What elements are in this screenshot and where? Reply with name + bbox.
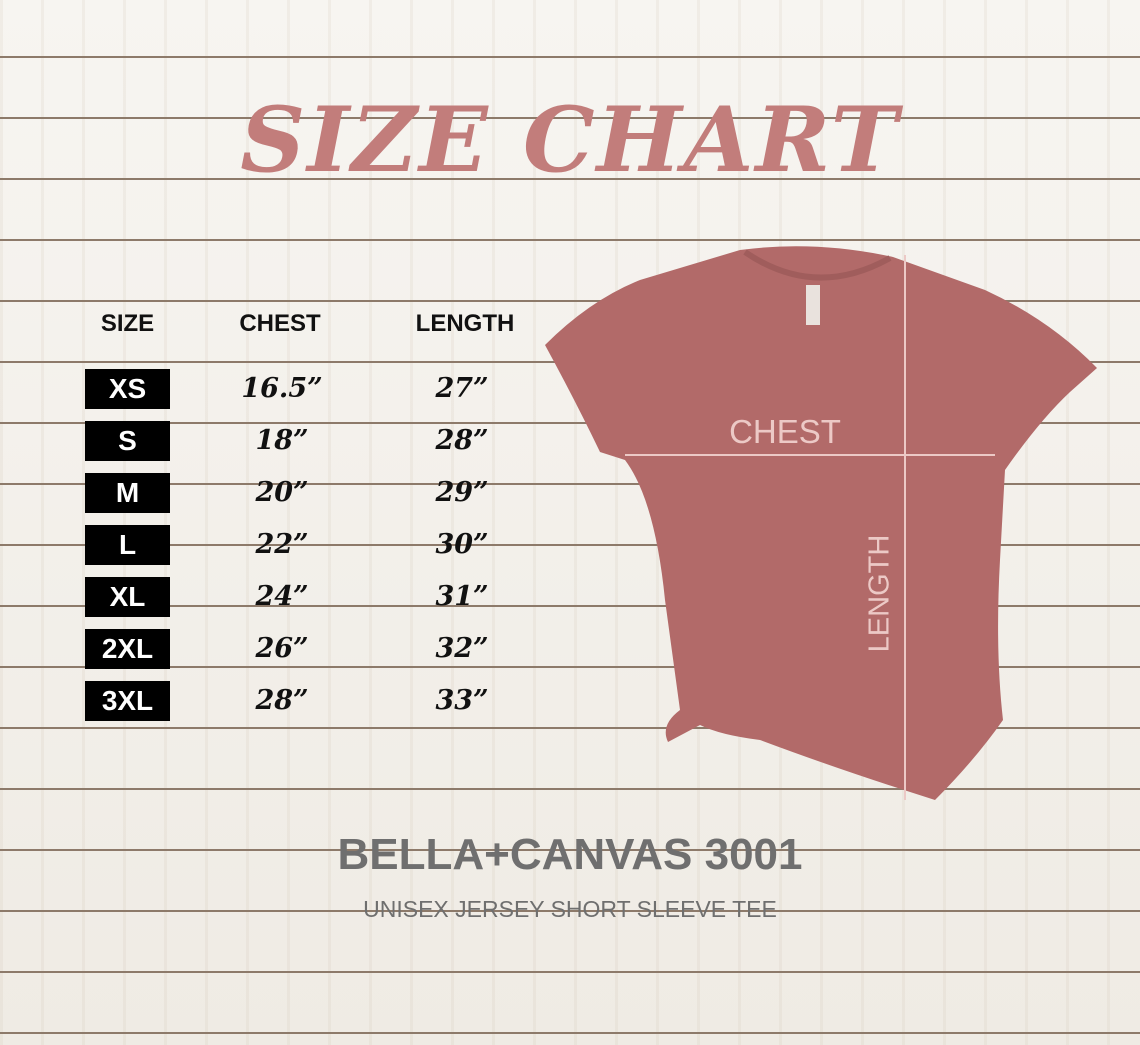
chest-value: 16.5”	[241, 373, 323, 404]
chest-value: 20”	[255, 477, 309, 508]
tshirt-tag	[806, 285, 820, 325]
size-badge: S	[85, 421, 170, 461]
chest-value: 24”	[255, 581, 309, 612]
size-badge: XL	[85, 577, 170, 617]
length-value: 27”	[435, 373, 489, 404]
length-value: 30”	[435, 529, 489, 560]
length-value: 33”	[435, 685, 489, 716]
chest-value: 18”	[255, 425, 309, 456]
chest-value: 22”	[255, 529, 309, 560]
chest-value: 28”	[255, 685, 309, 716]
chest-value: 26”	[255, 633, 309, 664]
header-chest: CHEST	[239, 310, 321, 337]
length-value: 32”	[435, 633, 489, 664]
size-badge: XS	[85, 369, 170, 409]
size-badge: 2XL	[85, 629, 170, 669]
header-size: SIZE	[100, 310, 155, 337]
length-label: LENGTH	[863, 534, 896, 653]
tshirt-shape	[545, 246, 1097, 801]
size-badge: 3XL	[85, 681, 170, 721]
header-length: LENGTH	[415, 310, 515, 337]
length-value: 29”	[435, 477, 489, 508]
size-badge: M	[85, 473, 170, 513]
chest-label: CHEST	[729, 413, 841, 450]
length-value: 28”	[435, 425, 489, 456]
product-subtitle: UNISEX JERSEY SHORT SLEEVE TEE	[363, 896, 777, 922]
page-title: SIZE CHART	[240, 87, 900, 193]
tshirt-collar	[743, 249, 892, 281]
length-value: 31”	[435, 581, 489, 612]
brand-name: BELLA+CANVAS 3001	[337, 830, 803, 879]
size-badge: L	[85, 525, 170, 565]
